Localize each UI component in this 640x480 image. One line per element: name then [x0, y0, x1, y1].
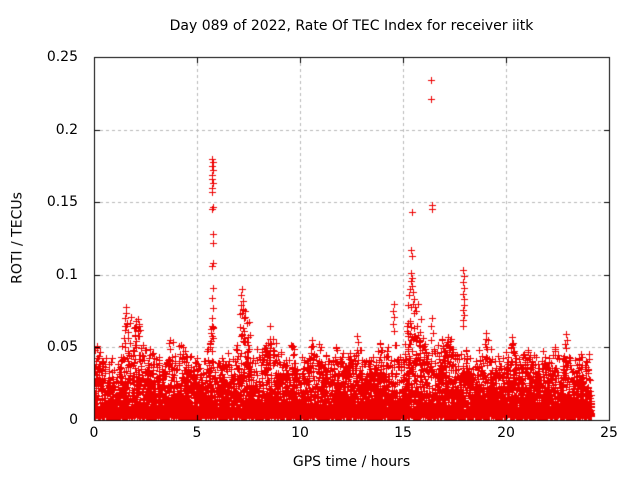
y-tick-label: 0 [69, 412, 78, 428]
x-tick-label: 0 [89, 425, 99, 441]
y-tick-label: 0.15 [46, 194, 78, 211]
x-tick-label: 20 [497, 425, 515, 441]
y-tick-label: 0.05 [46, 339, 78, 356]
chart-title: Day 089 of 2022, Rate Of TEC Index for r… [169, 18, 534, 34]
x-tick-label: 25 [600, 425, 618, 441]
y-tick-label: 0.25 [46, 49, 78, 65]
x-tick-label: 5 [192, 425, 202, 441]
x-tick-label: 10 [291, 425, 309, 441]
y-tick-label: 0.1 [55, 266, 78, 283]
x-tick-label: 15 [394, 425, 412, 441]
x-axis-label: GPS time / hours [292, 454, 411, 470]
y-tick-label: 0.2 [55, 121, 78, 138]
